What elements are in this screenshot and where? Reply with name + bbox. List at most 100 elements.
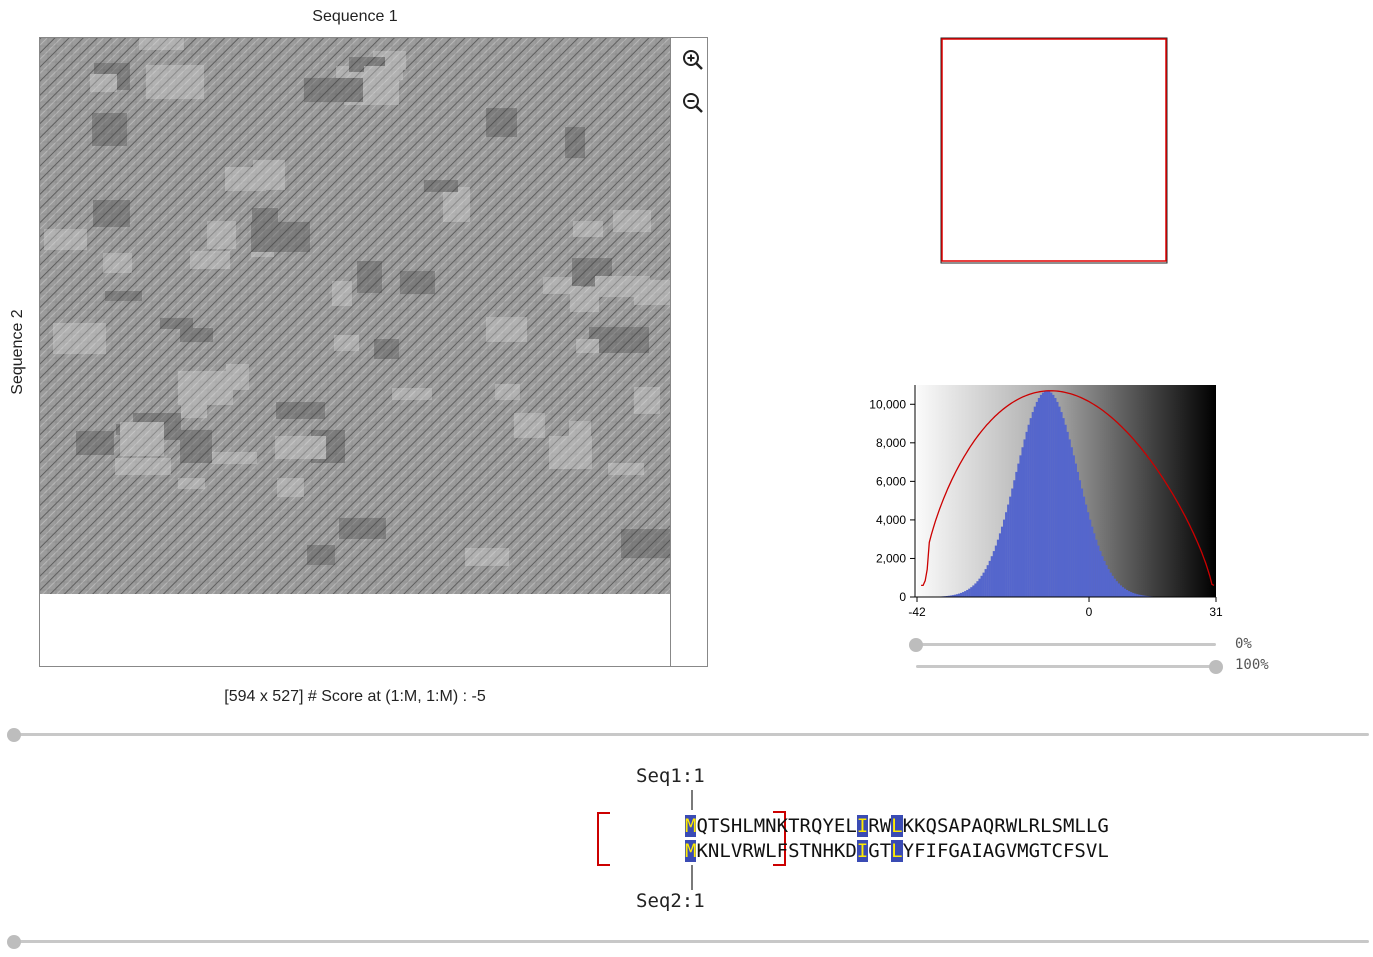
residue: L	[1074, 815, 1086, 837]
residue: W	[879, 815, 892, 837]
y-axis: 0 2,000 4,000 6,000 8,000 10,000	[869, 397, 915, 604]
alignment-scroll-track-top	[10, 733, 1369, 736]
score-status: [594 x 527] # Score at (1:M, 1:M) : -5	[224, 688, 486, 705]
residue: E	[833, 815, 846, 837]
overview-navigator[interactable]	[940, 37, 1168, 264]
zoom-in-icon[interactable]	[681, 48, 705, 72]
dotplot-texture-patch	[443, 187, 470, 222]
histogram-bar	[1068, 439, 1071, 597]
residue: L	[765, 840, 777, 862]
histogram-bar	[998, 533, 1002, 597]
alignment-scroll-slider-top[interactable]	[7, 728, 21, 742]
histogram-bar	[1007, 504, 1010, 597]
residue: G	[1097, 815, 1109, 837]
histogram-bar	[1103, 560, 1106, 597]
histogram-bar	[1013, 480, 1016, 597]
x-tick-label: 0	[1086, 605, 1093, 619]
histogram-bar	[1039, 394, 1043, 597]
histogram-bar	[1107, 569, 1110, 597]
high-threshold-slider[interactable]	[1209, 660, 1223, 674]
residue: G	[994, 840, 1006, 862]
dotplot-texture-patch	[424, 180, 458, 192]
dotplot-texture-patch	[495, 384, 520, 400]
residue: C	[1051, 840, 1063, 862]
dotplot-texture-patch	[311, 430, 345, 463]
histogram-bar	[1115, 581, 1118, 597]
histogram-bar	[1144, 595, 1147, 597]
dotplot-texture-patch	[373, 51, 406, 70]
low-threshold-slider[interactable]	[909, 638, 923, 652]
residue: S	[719, 815, 731, 837]
dotplot-texture-patch	[514, 413, 545, 438]
dotplot-canvas[interactable]	[40, 38, 671, 594]
residue: M	[1062, 815, 1075, 837]
histogram-bar	[1025, 431, 1028, 597]
residue: F	[776, 840, 789, 862]
histogram-bar	[1089, 519, 1092, 597]
histogram-bar	[1105, 565, 1108, 597]
dotplot-texture-patch	[94, 63, 130, 90]
histogram-bar	[1033, 406, 1036, 597]
dotplot-texture-patch	[178, 371, 233, 405]
high-threshold-value: 100%	[1235, 657, 1269, 673]
x-tick-label: 31	[1209, 605, 1223, 619]
histogram-bar	[976, 581, 979, 597]
dotplot-texture-patch	[400, 271, 435, 294]
residue: Y	[902, 840, 915, 862]
histogram-bar	[966, 589, 969, 597]
histogram-bar	[1041, 392, 1045, 597]
residue: R	[1028, 815, 1041, 837]
histogram-bar	[1099, 551, 1102, 597]
dotplot-texture-patch	[332, 281, 352, 306]
seq2-alignment-row: MKNLVRWLFSTNHKDIGTLYFIFGAIAGVMGTCFSVL	[685, 840, 1109, 862]
histogram-bar	[994, 545, 998, 597]
histogram-bar	[1027, 424, 1030, 597]
y-tick-label: 2,000	[876, 551, 906, 565]
zoom-out-icon[interactable]	[681, 91, 705, 115]
histogram-bar	[947, 595, 950, 597]
histogram-bar	[1127, 591, 1131, 597]
histogram-bar	[1086, 512, 1090, 597]
histogram-bar	[1111, 575, 1114, 597]
residue: L	[1040, 815, 1052, 837]
residue: K	[902, 815, 915, 837]
histogram-bar	[955, 594, 959, 597]
dotplot-texture-patch	[336, 66, 367, 88]
histogram-bar	[1000, 526, 1004, 597]
histogram-bar	[970, 587, 973, 597]
y-axis-label: Sequence 2	[9, 309, 26, 395]
histogram-bar	[1072, 455, 1075, 597]
residue: I	[925, 840, 937, 862]
dotplot-texture-patch	[465, 548, 509, 566]
histogram-bar	[1066, 431, 1069, 597]
dotplot-texture-patch	[608, 463, 644, 475]
histogram-bar	[1043, 391, 1047, 597]
seq1-position-label: Seq1:1	[636, 765, 705, 787]
histogram-bar	[1050, 392, 1053, 597]
seq1-alignment-row: MQTSHLMNKTRQYELIRWLKKQSAPAQRWLRLSMLLG	[685, 815, 1109, 837]
alignment-scroll-slider-bottom[interactable]	[7, 935, 21, 949]
histogram-bar	[1015, 471, 1018, 597]
histogram-bar	[1023, 439, 1026, 597]
dotplot-texture-patch	[589, 327, 649, 353]
dotplot-texture-patch	[344, 80, 399, 105]
histogram-bar	[1021, 447, 1024, 597]
residue: M	[1017, 840, 1029, 862]
residue: G	[868, 840, 880, 862]
residue: A	[948, 815, 960, 837]
residue: T	[788, 815, 800, 837]
dotplot-texture-patch	[225, 167, 266, 191]
dotplot-texture-patch	[277, 478, 304, 497]
residue: W	[753, 840, 766, 862]
residue: W	[1005, 815, 1018, 837]
dotplot-texture-patch	[349, 57, 385, 72]
dotplot-texture-patch	[160, 318, 193, 329]
histogram-bar	[1138, 594, 1141, 597]
dotplot-texture-patch	[190, 251, 230, 269]
histogram-bar	[1046, 390, 1049, 597]
dotplot-texture-patch	[180, 328, 213, 342]
histogram-bar	[1082, 496, 1086, 597]
residue: K	[914, 815, 926, 837]
residue: Q	[696, 815, 708, 837]
